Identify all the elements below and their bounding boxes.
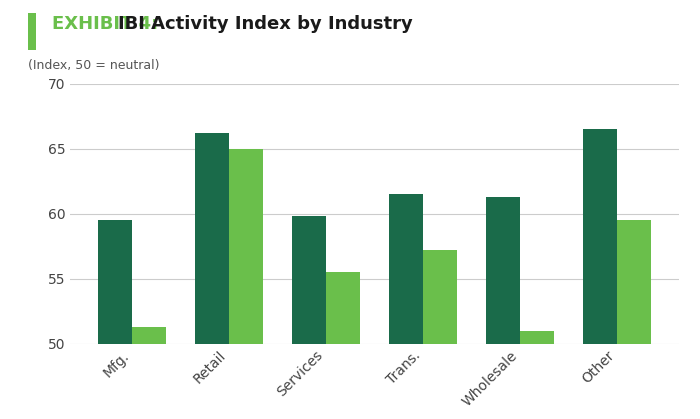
- Bar: [520, 331, 554, 419]
- Bar: [617, 220, 651, 419]
- Bar: [389, 194, 423, 419]
- Bar: [195, 133, 229, 419]
- Text: EXHIBIT 4:: EXHIBIT 4:: [52, 15, 165, 33]
- Bar: [292, 216, 326, 419]
- Bar: [326, 272, 360, 419]
- Bar: [132, 327, 166, 419]
- Text: (Index, 50 = neutral): (Index, 50 = neutral): [28, 59, 160, 72]
- Bar: [423, 250, 457, 419]
- Bar: [229, 149, 262, 419]
- Bar: [583, 129, 617, 419]
- Text: IBI Activity Index by Industry: IBI Activity Index by Industry: [118, 15, 412, 33]
- Bar: [98, 220, 132, 419]
- Bar: [486, 197, 520, 419]
